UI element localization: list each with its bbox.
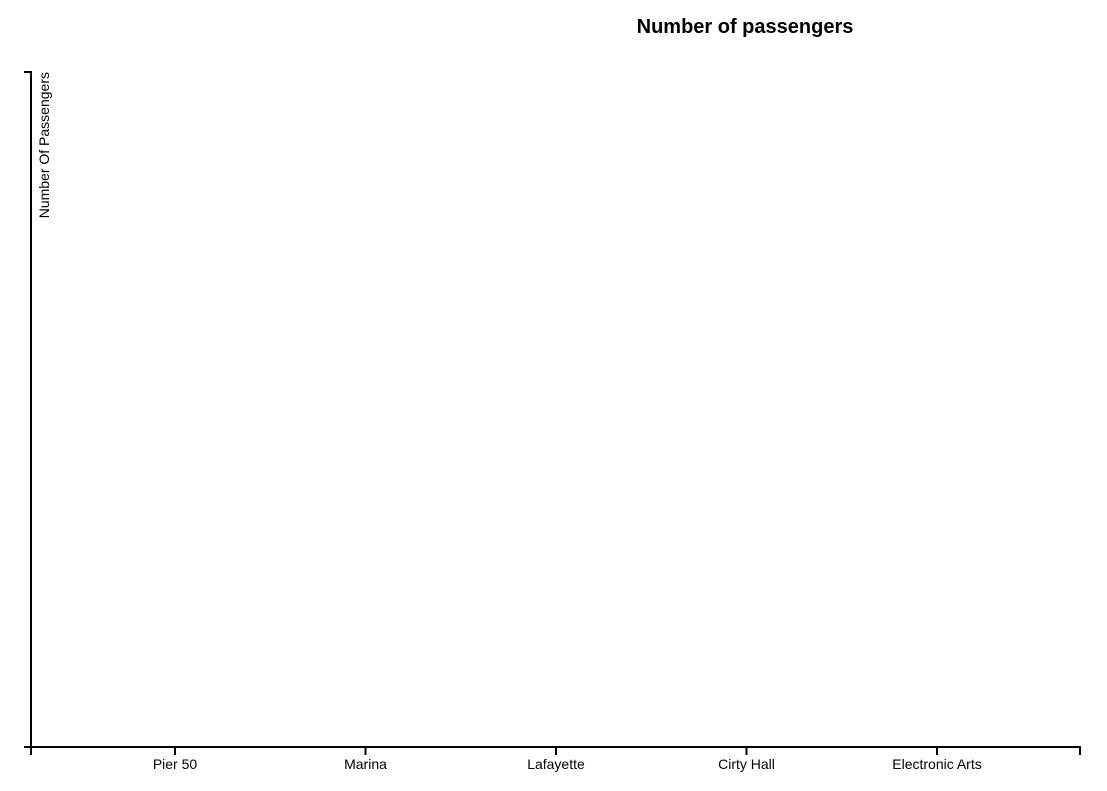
x-tick-label-2: Lafayette — [527, 756, 585, 772]
x-axis-ticks: Pier 50 Marina Lafayette Cirty Hall Electron… — [153, 747, 982, 772]
x-tick-label-3: Cirty Hall — [718, 756, 775, 772]
chart-title: Number of passengers — [637, 16, 854, 38]
y-axis-line — [24, 71, 32, 748]
x-tick-label-1: Marina — [344, 756, 387, 772]
y-axis-label: Number Of Passengers — [36, 72, 52, 218]
x-tick-label-0: Pier 50 — [153, 756, 198, 772]
x-tick-label-4: Electronic Arts — [892, 756, 981, 772]
